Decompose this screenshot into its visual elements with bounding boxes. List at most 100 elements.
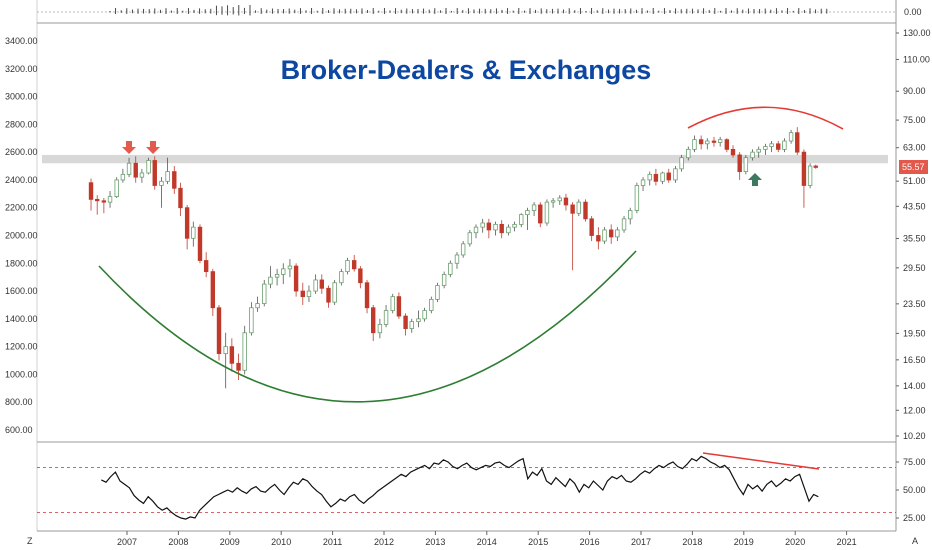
candle-body	[795, 132, 800, 153]
candle-body	[512, 223, 517, 228]
candle-body	[640, 179, 646, 186]
candle-body	[686, 148, 691, 159]
candle-body	[114, 179, 119, 198]
candle-body	[371, 307, 376, 334]
right-tick-label: 29.50	[903, 263, 926, 273]
candle-body	[448, 262, 453, 275]
candle-body	[242, 332, 247, 371]
right-axis: 10.20 12.00 14.00 16.50 19.50 23.50 29.50 35.50…	[896, 28, 931, 441]
candle-body	[782, 140, 787, 150]
resistance-band	[42, 154, 888, 164]
x-tick-label: 2019	[734, 537, 754, 547]
up-arrow	[748, 173, 762, 186]
candle-body	[666, 172, 671, 181]
x-tick-label: 2008	[168, 537, 188, 547]
candle-body	[191, 226, 196, 239]
rsi-tick-label: 50.00	[903, 485, 926, 495]
candle-body	[563, 197, 569, 206]
x-tick-label: 2012	[374, 537, 394, 547]
candle-body	[229, 346, 235, 364]
candle-body	[589, 218, 594, 236]
candle-body	[460, 243, 466, 256]
candle-body	[717, 139, 723, 143]
auto-scale-icon: A	[912, 536, 918, 546]
candle-body	[274, 273, 280, 278]
left-tick-label: 1000.00	[5, 369, 38, 379]
candle-body	[679, 157, 684, 170]
candle-body	[396, 296, 402, 317]
rsi-axis: 75.00 50.00 25.00	[896, 457, 926, 523]
candle-body	[345, 260, 350, 273]
rounding-top-arc	[687, 106, 844, 130]
candle-body	[557, 197, 562, 202]
candle-body	[756, 148, 761, 153]
candle-body	[653, 173, 659, 182]
candle-body	[531, 204, 537, 211]
candles	[88, 127, 818, 389]
left-tick-label: 3000.00	[5, 92, 38, 102]
candle-body	[801, 151, 807, 186]
candle-body	[519, 214, 524, 225]
candle-body	[788, 132, 794, 142]
candle-body	[197, 226, 203, 261]
candle-body	[435, 285, 440, 300]
candle-body	[583, 201, 588, 220]
candle-body	[763, 146, 768, 150]
rsi-tick-label: 75.00	[903, 457, 926, 467]
candle-body	[737, 154, 742, 172]
candle-body	[550, 200, 556, 203]
right-tick-label: 23.50	[903, 299, 926, 309]
left-tick-label: 1800.00	[5, 258, 38, 268]
candle-body	[486, 222, 492, 231]
candle-body	[454, 254, 460, 264]
candle-body	[172, 171, 177, 189]
right-tick-label: 43.50	[903, 201, 926, 211]
candle-body	[615, 229, 620, 238]
left-tick-label: 2600.00	[5, 147, 38, 157]
candle-body	[673, 168, 678, 181]
z-icon: Z	[27, 536, 33, 546]
left-tick-label: 3400.00	[5, 36, 38, 46]
rsi-tick-label: 25.00	[903, 513, 926, 523]
last-price-label: 55.57	[902, 162, 925, 172]
candle-body	[705, 140, 710, 145]
candle-body	[332, 282, 337, 303]
candle-body	[236, 362, 241, 371]
candle-body	[493, 223, 498, 231]
candle-body	[570, 204, 575, 214]
top-histogram-value: 0.00	[904, 7, 922, 17]
left-tick-label: 1600.00	[5, 286, 38, 296]
candle-body	[647, 173, 652, 181]
candle-body	[287, 265, 293, 270]
right-tick-label: 10.20	[903, 431, 926, 441]
candle-body	[126, 162, 132, 175]
candle-body	[139, 172, 145, 178]
x-tick-label: 2009	[220, 537, 240, 547]
candle-body	[326, 287, 331, 303]
right-tick-label: 51.00	[903, 176, 926, 186]
left-tick-label: 800.00	[5, 397, 33, 407]
candle-body	[730, 148, 736, 156]
candle-body	[750, 151, 755, 159]
x-tick-label: 2017	[631, 537, 651, 547]
candle-body	[184, 207, 190, 239]
candle-body	[544, 201, 550, 224]
candle-body	[165, 171, 170, 182]
right-tick-label: 12.00	[903, 405, 926, 415]
candle-body	[506, 226, 511, 234]
candle-body	[146, 160, 151, 174]
x-tick-label: 2021	[837, 537, 857, 547]
left-tick-label: 2800.00	[5, 119, 38, 129]
candle-body	[807, 165, 813, 186]
right-tick-label: 130.00	[903, 28, 931, 38]
right-tick-label: 90.00	[903, 86, 926, 96]
candle-body	[390, 296, 395, 311]
candle-body	[769, 143, 774, 147]
candle-body	[621, 218, 627, 231]
down-arrow-2	[146, 141, 160, 154]
x-axis: 2007 2008 2009 2010 2011 2012 2013 2014 2015 2016…	[117, 531, 857, 547]
left-tick-label: 1400.00	[5, 314, 38, 324]
left-tick-label: 3200.00	[5, 64, 38, 74]
candle-body	[203, 260, 209, 273]
